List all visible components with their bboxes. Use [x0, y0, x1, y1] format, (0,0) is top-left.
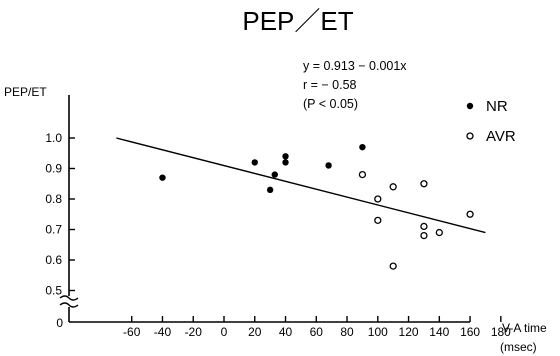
y-tick-label: 0.8: [45, 192, 62, 206]
y-tick-label: 0.6: [45, 253, 62, 267]
legend-nr-marker: [466, 102, 474, 110]
x-tick-label: 100: [368, 325, 388, 339]
regression-line: [116, 137, 486, 234]
nr-point: [159, 174, 166, 181]
x-tick-label: 60: [310, 325, 324, 339]
avr-point: [466, 210, 474, 218]
nr-point: [359, 143, 366, 151]
avr-point: [374, 195, 382, 203]
x-tick-label: 160: [460, 325, 480, 339]
y-axis-break-mark: [59, 295, 79, 308]
y-tick-label: 0.5: [45, 284, 62, 298]
data-points: [159, 143, 474, 270]
nr-point: [282, 159, 289, 166]
x-tick-label: 40: [279, 325, 293, 339]
y-tick-label-zero: 0: [56, 316, 63, 330]
avr-point: [435, 228, 443, 237]
y-tick-label: 0.7: [45, 223, 62, 237]
x-tick-label: 120: [399, 325, 419, 339]
legend-avr-label: AVR: [486, 128, 516, 145]
nr-point: [325, 162, 332, 169]
nr-point: [266, 186, 274, 194]
correlation-coefficient: r = − 0.58: [303, 78, 357, 92]
legend-avr-marker: [466, 132, 474, 140]
y-tick-label: 0.9: [45, 162, 62, 176]
chart-title: PEP／ET: [242, 6, 353, 36]
x-tick-label: -40: [154, 325, 172, 339]
x-tick-label: 140: [429, 325, 449, 339]
legend: NR AVR: [466, 98, 516, 145]
x-tick-label: -60: [123, 325, 141, 339]
x-tick-label: 20: [248, 325, 262, 339]
x-tick-label: 80: [340, 325, 354, 339]
avr-point: [420, 231, 428, 240]
avr-point: [420, 222, 428, 231]
x-tick-label: 0: [221, 325, 228, 339]
p-value: (P < 0.05): [303, 97, 358, 111]
regression-equation: y = 0.913 − 0.001x: [303, 59, 407, 73]
y-axis-label: PEP/ET: [4, 85, 47, 99]
avr-point: [358, 170, 367, 179]
avr-point: [389, 262, 397, 270]
x-tick-label: 180: [491, 325, 511, 339]
nr-point: [251, 159, 258, 166]
x-ticks: -60 -40 -20 0 20 40 60 80 100 120 140 160 180: [123, 316, 511, 339]
avr-point: [420, 180, 428, 188]
x-axis-label: V-A time: [502, 321, 547, 335]
legend-nr-label: NR: [486, 98, 508, 115]
y-tick-label: 1.0: [45, 131, 62, 145]
x-tick-label: -20: [185, 325, 203, 339]
nr-point: [271, 171, 278, 178]
nr-point: [282, 153, 289, 160]
regression-line-group: [116, 137, 486, 234]
x-axis-unit: (msec): [500, 340, 537, 354]
avr-point: [374, 216, 382, 225]
y-ticks: 0.5 0.6 0.7 0.8 0.9 1.0: [45, 131, 75, 298]
avr-point: [389, 183, 397, 191]
